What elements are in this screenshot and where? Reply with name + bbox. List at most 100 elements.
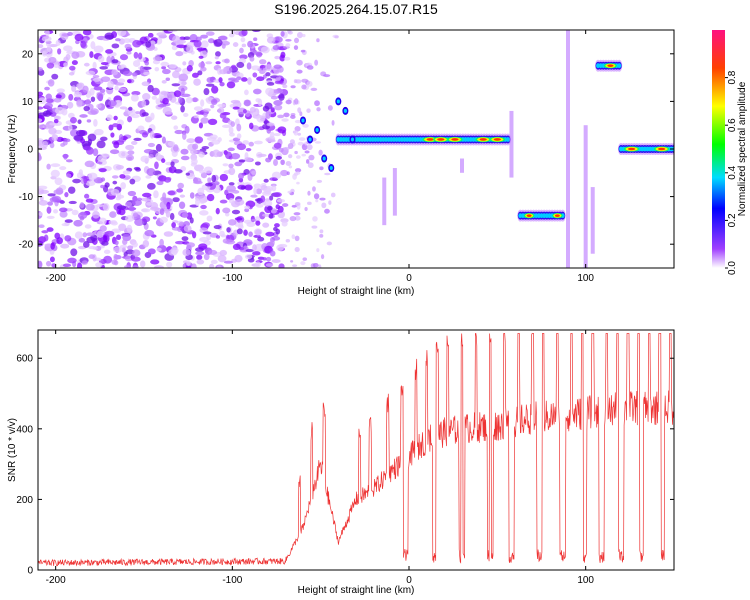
heatmap-noise-blob (63, 153, 68, 160)
heatmap-noise-blob (300, 261, 306, 266)
heatmap-noise-blob (159, 238, 164, 247)
heatmap-noise-blob (328, 200, 332, 205)
heatmap-noise-blob (236, 133, 242, 139)
heatmap-noise-blob (92, 61, 97, 70)
heatmap-noise-blob (314, 59, 319, 66)
heatmap-noise-blob (83, 176, 88, 184)
heatmap-noise-blob (152, 216, 157, 220)
heatmap-noise-blob (306, 80, 313, 87)
heatmap-noise-blob (38, 106, 44, 110)
heatmap-noise-blob (265, 256, 272, 262)
heatmap-noise-blob (269, 131, 275, 138)
heatmap-noise-blob (49, 256, 55, 263)
heatmap-noise-blob (161, 80, 167, 84)
heatmap-noise-blob (92, 246, 98, 251)
heatmap-noise-blob (316, 107, 321, 112)
heatmap-noise-blob (287, 143, 294, 150)
heatmap-noise-blob (99, 225, 107, 232)
heatmap-noise-blob (275, 76, 281, 81)
heatmap-noise-blob (203, 108, 211, 112)
bottom-y-tick-label: 0 (27, 566, 33, 577)
heatmap-noise-blob (234, 198, 245, 206)
heatmap-noise-blob (175, 51, 184, 57)
heatmap-noise-blob (254, 261, 261, 268)
heatmap-noise-blob (266, 139, 276, 143)
heatmap-noise-blob (242, 140, 250, 145)
heatmap-noise-layer (38, 30, 339, 268)
heatmap-noise-blob (79, 114, 88, 118)
heatmap-noise-blob (250, 194, 258, 198)
heatmap-noise-blob (287, 190, 292, 194)
heatmap-noise-blob (173, 90, 182, 98)
heatmap-noise-blob (307, 162, 314, 169)
heatmap-noise-blob (290, 85, 296, 89)
heatmap-noise-blob (243, 219, 252, 224)
heatmap-noise-blob (87, 110, 98, 115)
heatmap-noise-blob (180, 87, 185, 96)
heatmap-noise-blob (256, 115, 266, 123)
heatmap-noise-blob (205, 182, 213, 187)
heatmap-noise-blob (319, 197, 326, 201)
heatmap-noise-blob (82, 85, 89, 93)
tone-hot-spot (628, 147, 636, 151)
heatmap-noise-blob (263, 200, 273, 207)
heatmap-noise-blob (265, 157, 272, 163)
heatmap-noise-blob (126, 224, 133, 233)
heatmap-noise-blob (193, 39, 202, 48)
heatmap-noise-blob (248, 231, 253, 237)
heatmap-noise-blob (331, 120, 335, 126)
heatmap-noise-blob (252, 111, 258, 116)
heatmap-noise-blob (294, 235, 300, 242)
tone-hot-spot (658, 147, 666, 151)
heatmap-noise-blob (119, 106, 128, 110)
heatmap-noise-blob (265, 263, 274, 267)
heatmap-noise-blob (96, 140, 106, 149)
heatmap-noise-blob (93, 86, 103, 91)
heatmap-noise-blob (73, 219, 83, 227)
heatmap-noise-blob (166, 201, 171, 210)
heatmap-noise-blob (38, 44, 44, 49)
heatmap-noise-blob (139, 36, 149, 45)
heatmap-noise-blob (245, 147, 252, 152)
heatmap-noise-blob (68, 93, 74, 101)
heatmap-noise-blob (302, 257, 308, 261)
heatmap-noise-blob (293, 130, 299, 136)
heatmap-noise-blob (203, 87, 210, 96)
heatmap-noise-blob (43, 234, 49, 242)
heatmap-noise-blob (316, 38, 320, 43)
heatmap-noise-blob (109, 149, 120, 155)
heatmap-noise-blob (236, 76, 242, 81)
heatmap-noise-blob (298, 137, 306, 141)
heatmap-noise-blob (260, 195, 266, 203)
heatmap-noise-blob (83, 62, 90, 67)
heatmap-noise-blob (49, 122, 59, 126)
heatmap-noise-blob (143, 71, 151, 76)
heatmap-noise-blob (310, 87, 318, 91)
heatmap-noise-blob (128, 106, 133, 111)
heatmap-noise-blob (293, 79, 298, 84)
heatmap-noise-blob (147, 182, 156, 190)
heatmap-noise-blob (265, 87, 274, 96)
heatmap-noise-blob (105, 49, 114, 54)
heatmap-noise-blob (297, 132, 302, 136)
heatmap-noise-blob (150, 112, 155, 121)
heatmap-noise-blob (104, 230, 115, 237)
heatmap-noise-blob (293, 212, 301, 216)
heatmap-noise-blob (122, 38, 132, 43)
heatmap-noise-blob (229, 132, 235, 137)
heatmap-noise-blob (46, 44, 52, 53)
heatmap-noise-blob (244, 254, 253, 260)
heatmap-noise-blob (128, 205, 135, 212)
heatmap-noise-blob (68, 71, 75, 76)
heatmap-noise-blob (171, 70, 180, 79)
heatmap-noise-blob (222, 124, 231, 129)
heatmap-noise-blob (38, 118, 43, 123)
heatmap-noise-blob (214, 55, 219, 60)
heatmap-noise-blob (64, 219, 73, 223)
heatmap-noise-blob (108, 220, 114, 225)
tone-hot-spot (479, 138, 487, 141)
heatmap-noise-blob (78, 169, 83, 176)
heatmap-noise-blob (253, 140, 263, 145)
heatmap-noise-blob (300, 49, 306, 53)
heatmap-noise-blob (281, 118, 289, 122)
